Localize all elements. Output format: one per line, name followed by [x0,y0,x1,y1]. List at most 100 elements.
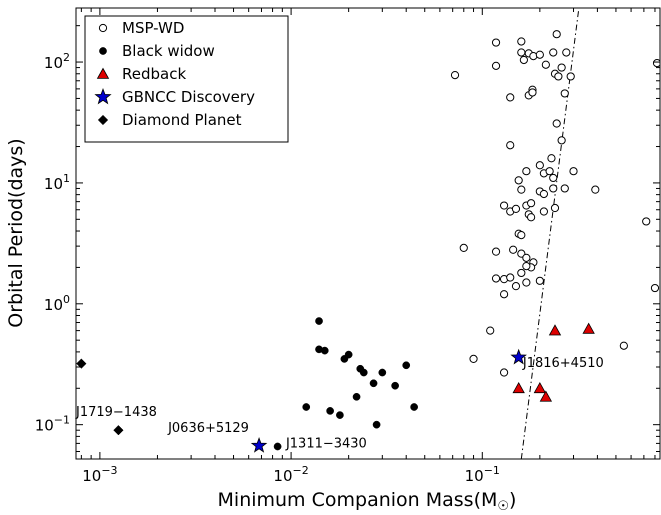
point-diamond-planet [76,358,87,369]
legend-marker-black-widow [99,47,107,55]
point-black-widow [336,411,344,419]
point-msp-wd [517,231,526,240]
point-msp-wd [499,201,509,210]
point-diamond-planet [113,425,124,436]
point-msp-wd [509,245,518,254]
point-msp-wd [569,167,578,176]
series-msp-wd [450,30,660,377]
y-tick-label: 101 [44,172,70,193]
point-msp-wd [522,262,531,271]
point-msp-wd [522,278,531,287]
point-msp-wd [522,253,531,262]
point-gbncc-discovery [250,437,268,453]
annotation-label: J1816+4510 [522,356,604,371]
point-msp-wd [491,61,501,70]
point-msp-wd [552,30,561,39]
point-black-widow [359,368,368,377]
series-redback [512,322,595,402]
point-black-widow [369,379,378,388]
point-msp-wd [652,59,660,68]
point-black-widow [352,392,361,401]
point-black-widow [410,403,418,411]
point-black-widow [402,361,411,370]
legend-marker-diamond-planet [97,114,109,126]
point-black-widow [320,346,329,355]
point-msp-wd [535,276,544,285]
point-msp-wd [562,48,571,57]
point-msp-wd [549,48,558,57]
point-msp-wd [560,89,569,98]
point-msp-wd [619,341,628,350]
point-msp-wd [549,173,558,183]
point-black-widow [344,350,353,359]
point-msp-wd [506,93,515,102]
point-redback [512,381,525,394]
point-msp-wd [459,243,468,253]
point-redback [582,322,595,334]
point-gbncc-discovery [510,348,527,365]
legend-box [84,15,289,143]
point-msp-wd [539,207,549,216]
plot-area [76,8,660,459]
point-msp-wd [560,184,569,193]
point-msp-wd [549,184,558,193]
point-msp-wd [450,70,460,80]
chart-labels: Minimum Companion Mass(M☉) Orbital Perio… [5,138,604,514]
point-msp-wd [469,354,478,364]
point-msp-wd [535,50,544,59]
legend-marker-redback [96,67,110,79]
point-msp-wd [566,72,575,81]
legend-label-black-widow: Black widow [122,42,215,60]
series-gbncc-discovery [250,348,527,453]
y-axis-label: Orbital Period(days) [5,138,27,327]
point-msp-wd [550,203,560,213]
point-msp-wd [514,176,523,185]
series-diamond-planet [76,358,124,436]
legend-label-gbncc-discovery: GBNCC Discovery [122,88,255,106]
trend-line [520,8,580,459]
point-msp-wd [552,119,561,128]
point-msp-wd [554,72,563,81]
point-msp-wd [519,55,528,65]
point-msp-wd [528,88,537,97]
annotation-label: J0636+5129 [167,421,249,436]
point-msp-wd [506,141,515,150]
point-msp-wd [491,274,501,283]
x-tick-label: 10−2 [273,464,308,485]
legend-label-msp-wd: MSP-WD [122,19,184,37]
point-black-widow [315,317,323,325]
point-redback [533,381,547,394]
legend-label-diamond-planet: Diamond Planet [122,111,242,129]
point-msp-wd [491,38,501,47]
x-tick-label: 10−3 [82,464,117,485]
point-msp-wd [522,167,531,176]
legend-marker-msp-wd [98,23,108,33]
point-msp-wd [499,290,509,299]
legend-label-redback: Redback [122,65,186,83]
point-msp-wd [511,204,521,213]
chart-marks [76,8,660,459]
point-redback [539,390,553,402]
point-msp-wd [650,283,660,293]
y-tick-label: 100 [44,293,70,314]
point-msp-wd [517,185,526,194]
point-msp-wd [591,185,600,194]
point-msp-wd [517,37,526,46]
point-black-widow [372,420,381,429]
x-axis-label: Minimum Companion Mass(M☉) [218,489,517,514]
point-msp-wd [499,368,509,377]
point-msp-wd [506,273,515,282]
annotation-label: J1719−1438 [75,405,157,420]
point-black-widow [391,381,399,390]
point-msp-wd [539,189,549,199]
point-redback [548,324,562,336]
point-msp-wd [529,52,538,61]
point-msp-wd [486,326,495,335]
annotation-label: J1311−3430 [285,436,367,451]
y-tick-label: 10−1 [35,414,70,435]
x-tick-label: 10−1 [465,464,500,485]
point-extra [273,442,282,451]
point-msp-wd [642,217,651,226]
point-black-widow [302,403,311,411]
